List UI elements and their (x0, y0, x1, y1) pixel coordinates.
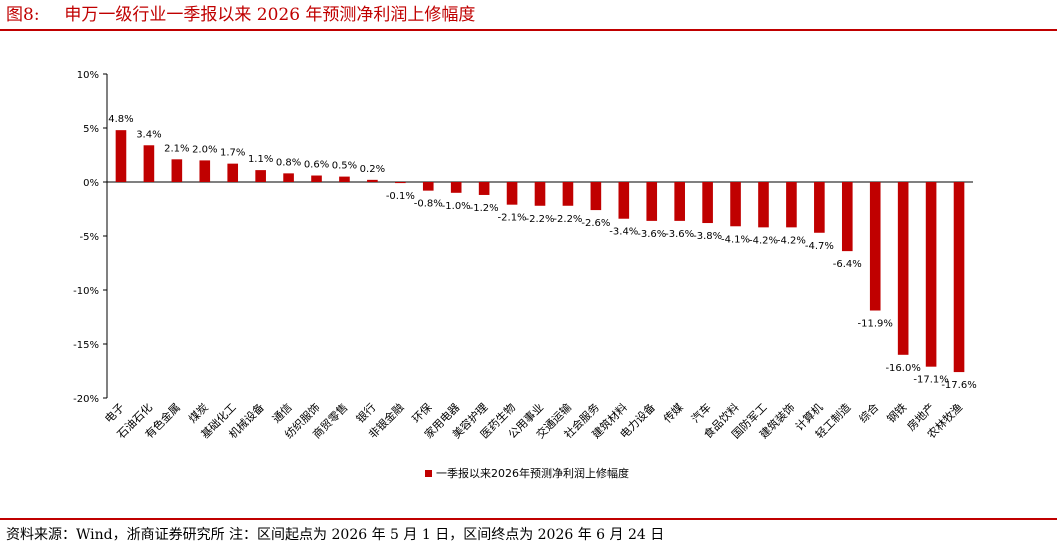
y-tick-label: 5% (83, 124, 99, 135)
bar-chart: 10%5%0%-5%-10%-15%-20% 4.8%3.4%2.1% 2.0% 1… (73, 70, 977, 480)
bar (115, 130, 127, 182)
legend-swatch (425, 470, 432, 477)
chart-data-labels: 4.8%3.4%2.1% 2.0% 1.7%1.1% 0.8% 0.6% 0.5% 0.2%… (108, 114, 976, 391)
x-tick-label: 钢铁 (885, 401, 910, 426)
bar (143, 145, 155, 182)
bar (283, 173, 294, 182)
y-tick-label: -15% (73, 340, 99, 351)
data-label: -2.2% (525, 214, 554, 225)
x-tick-label: 综合 (856, 400, 881, 425)
title-rule (0, 29, 1057, 31)
data-label: -2.2% (553, 214, 582, 225)
bar (786, 182, 797, 228)
y-tick-label: 0% (83, 178, 99, 189)
bar (339, 176, 350, 182)
bar (395, 182, 406, 184)
x-tick-label: 煤炭 (186, 401, 211, 426)
data-label: -4.7% (805, 241, 834, 252)
data-label: 0.6% (304, 160, 329, 171)
bar (646, 182, 658, 221)
data-label: -1.0% (442, 201, 471, 212)
bar (534, 182, 546, 206)
data-label: -1.2% (470, 203, 499, 214)
bar (841, 182, 853, 252)
y-tick-label: -10% (73, 286, 99, 297)
data-label: -2.1% (498, 213, 527, 224)
data-label: -0.8% (414, 199, 443, 210)
bar (897, 182, 909, 355)
bar (450, 182, 462, 193)
bar (925, 182, 937, 367)
x-tick-label: 汽车 (688, 400, 713, 425)
bar (171, 159, 183, 182)
figure-label: 图8: (6, 5, 40, 25)
bar (869, 182, 881, 311)
bar (702, 182, 713, 224)
data-label: -6.4% (833, 259, 862, 270)
bar (814, 182, 825, 233)
chart-bars (115, 130, 965, 373)
y-tick-label: 10% (77, 70, 99, 81)
bar (562, 182, 574, 206)
x-tick-label: 通信 (270, 401, 295, 426)
x-tick-label: 环保 (409, 400, 434, 425)
bar (953, 182, 965, 373)
bar (506, 182, 518, 205)
data-label: -17.1% (913, 375, 948, 386)
figure-title: 图8: 申万一级行业一季报以来 2026 年预测净利润上修幅度 (6, 2, 475, 28)
data-label: -0.1% (386, 191, 415, 202)
bar (227, 163, 239, 182)
data-label: 0.8% (276, 157, 301, 168)
data-label: -3.6% (665, 229, 694, 240)
data-label: -4.2% (749, 235, 778, 246)
data-label: 0.5% (332, 161, 357, 172)
bar (730, 182, 741, 227)
bar (255, 170, 266, 182)
data-label: 3.4% (136, 129, 161, 140)
x-tick-label: 银行 (353, 400, 378, 425)
x-tick-label: 电子 (102, 401, 127, 426)
data-label: 0.2% (360, 164, 385, 175)
data-label: 2.0% (192, 144, 217, 155)
data-label: 1.1% (248, 154, 273, 165)
data-label: -17.6% (941, 380, 976, 391)
data-label: 1.7% (220, 148, 245, 159)
data-label: -4.2% (777, 235, 806, 246)
data-label: -4.1% (721, 234, 750, 245)
footer-rule (0, 518, 1057, 520)
bar (311, 175, 322, 182)
bar (674, 182, 685, 221)
data-label: 4.8% (108, 114, 133, 125)
figure-title-text: 申万一级行业一季报以来 2026 年预测净利润上修幅度 (64, 5, 476, 25)
bar (478, 182, 490, 195)
bar (422, 182, 434, 191)
data-label: -3.4% (609, 227, 638, 238)
chart-axes: 10% 5% 0% -5% -10% -15% -20% (73, 70, 973, 405)
chart-legend: 一季报以来2026年预测净利润上修幅度 (425, 466, 629, 480)
y-tick-label: -5% (80, 232, 99, 243)
y-tick-label: -20% (73, 394, 99, 405)
data-label: -2.6% (581, 218, 610, 229)
bar (618, 182, 630, 219)
x-tick-label: 传媒 (661, 401, 686, 426)
data-label: -11.9% (858, 319, 893, 330)
data-label: -3.6% (637, 229, 666, 240)
data-label: 2.1% (164, 143, 189, 154)
bar (758, 182, 769, 228)
bar (199, 160, 211, 182)
bar (367, 179, 378, 182)
legend-label: 一季报以来2026年预测净利润上修幅度 (436, 466, 629, 480)
source-note: 资料来源：Wind，浙商证券研究所 注：区间起点为 2026 年 5 月 1 日… (6, 527, 665, 543)
bar (590, 182, 602, 211)
data-label: -3.8% (693, 231, 722, 242)
data-label: -16.0% (885, 363, 920, 374)
